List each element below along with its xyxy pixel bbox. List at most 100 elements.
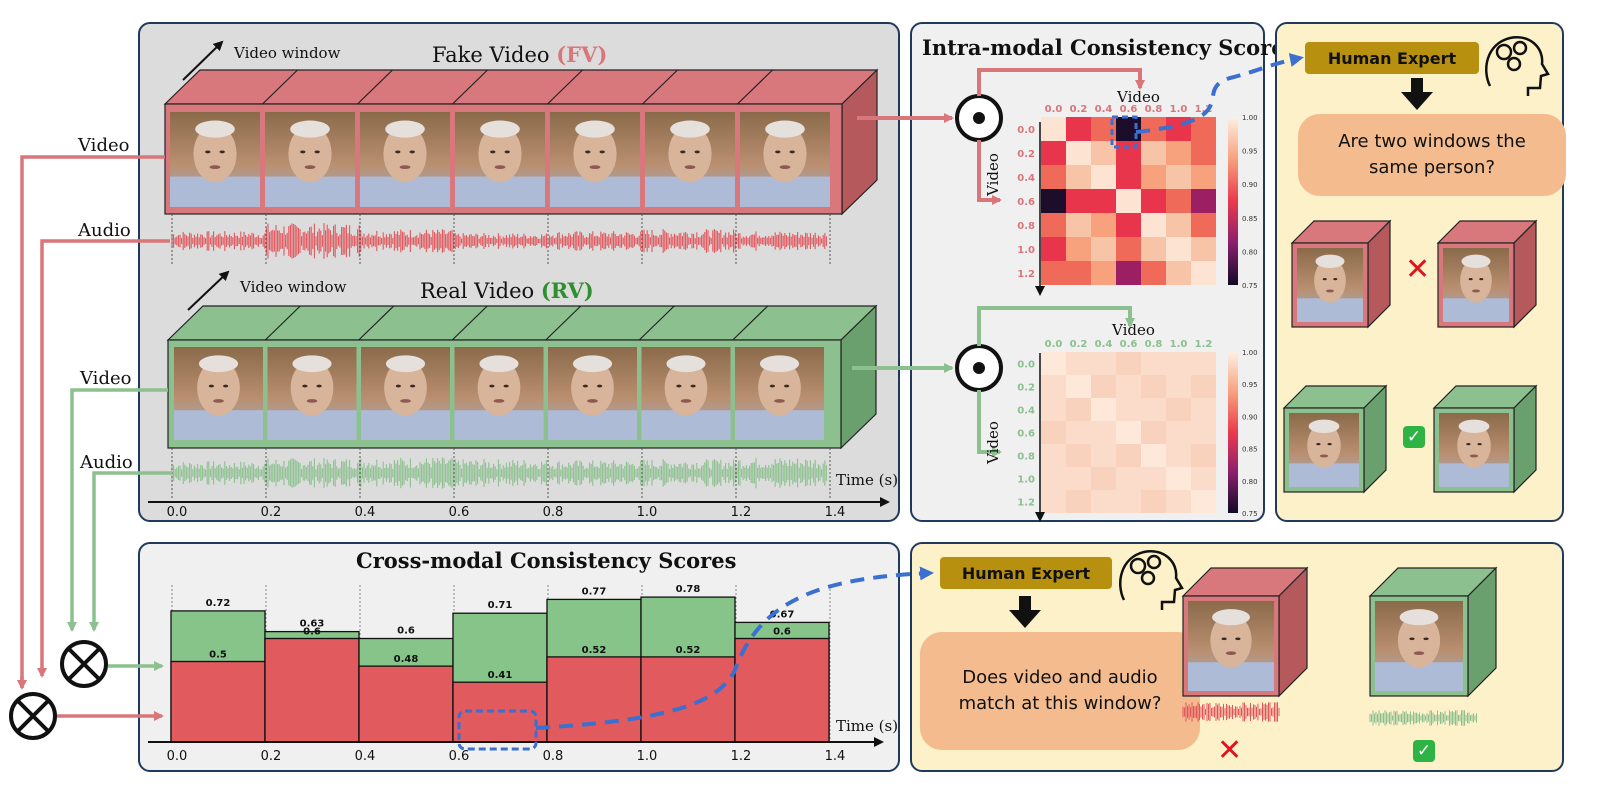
heatmap-x-tick: 1.0 — [1170, 104, 1188, 115]
bar-value-label: 0.48 — [394, 654, 419, 665]
heatmap-y-tick: 0.2 — [1017, 149, 1035, 160]
heatmap-cell — [1041, 490, 1066, 513]
heatmap-x-tick: 1.2 — [1195, 104, 1213, 115]
heatmap-y-tick: 0.6 — [1017, 197, 1035, 208]
real-cube-cross-face — [1375, 601, 1463, 691]
bar-value-label: 0.77 — [582, 586, 607, 597]
bar-value-label: 0.52 — [676, 645, 701, 656]
heatmap-cell — [1091, 375, 1116, 398]
fake-window-arrow — [182, 40, 224, 81]
fake-window-label: Video window — [234, 44, 341, 62]
heatmap-y-tick: 1.0 — [1017, 245, 1035, 256]
cross-product-operator-real — [60, 640, 108, 688]
heatmap-x-tick: 0.6 — [1120, 104, 1138, 115]
heatmap-y-tick: 1.0 — [1017, 475, 1035, 486]
heatmap-cell — [1141, 141, 1166, 165]
fake-cube-right-face — [1443, 248, 1509, 322]
heatmap-colorbar — [1228, 352, 1238, 513]
heatmap-cell — [1091, 444, 1116, 467]
bar-red — [640, 656, 736, 743]
heatmap-cell — [1141, 213, 1166, 237]
bar-red — [358, 665, 454, 743]
heatmap-cell — [1191, 398, 1216, 421]
cross-mismatch-cross-icon: ✕ — [1217, 733, 1243, 768]
heatmap-cell — [1166, 261, 1191, 285]
time-axis-bottom-label: Time (s) — [836, 717, 899, 735]
heatmap-cell — [1066, 352, 1091, 375]
fake-heatmap-y-label: Video — [984, 153, 1002, 196]
heatmap-cell — [1141, 467, 1166, 490]
heatmap-x-tick: 0.6 — [1120, 339, 1138, 350]
real-cube-cross — [1368, 566, 1498, 698]
label-fake-video: Video — [78, 135, 130, 156]
colorbar-tick: 0.75 — [1242, 282, 1258, 290]
bar-red — [170, 660, 266, 743]
heatmap-cell — [1141, 490, 1166, 513]
heatmap-y-tick: 0.2 — [1017, 383, 1035, 394]
bar-red — [546, 656, 642, 743]
heatmap-x-tick: 0.2 — [1070, 104, 1088, 115]
colorbar-tick: 0.95 — [1242, 381, 1258, 389]
real-cube-left-face — [1289, 413, 1359, 487]
bar-value-label: 0.63 — [300, 619, 325, 630]
routing-lines — [17, 155, 172, 721]
real-video-frame — [735, 347, 824, 440]
fake-video-frame — [455, 112, 545, 207]
dot-product-operator-fake — [955, 94, 1003, 142]
cross-to-expert-dash — [535, 566, 934, 730]
fake-video-title: Fake Video (FV) — [432, 42, 608, 67]
heatmap-cell — [1066, 490, 1091, 513]
time-tick-label: 0.0 — [167, 505, 188, 520]
heatmap-cell — [1091, 421, 1116, 444]
fake-video-frame — [550, 112, 640, 207]
time-tick-label: 1.2 — [731, 505, 752, 520]
heatmap-cell — [1066, 141, 1091, 165]
colorbar-tick: 0.95 — [1242, 148, 1258, 156]
real-cube-left — [1282, 384, 1388, 494]
colorbar-tick: 1.00 — [1242, 349, 1258, 357]
heatmap-cell — [1166, 237, 1191, 261]
heatmap-y-tick: 0.4 — [1017, 406, 1035, 417]
heatmap-cell — [1116, 467, 1141, 490]
heatmap-cell — [1166, 490, 1191, 513]
label-fake-audio: Audio — [78, 220, 131, 241]
time-axis-bottom-ticks: 0.0 0.2 0.4 0.6 0.8 1.0 1.2 1.4 — [167, 749, 846, 764]
bar-value-label: 0.6 — [303, 627, 321, 638]
bar-value-label: 0.52 — [582, 645, 607, 656]
time-tick-label: 1.4 — [825, 749, 846, 764]
heatmap-cell — [1191, 165, 1216, 189]
heatmap-cell — [1091, 213, 1116, 237]
bar-value-label: 0.71 — [488, 600, 513, 611]
heatmap-cell — [1066, 375, 1091, 398]
heatmap-cell — [1166, 421, 1191, 444]
colorbar-tick: 0.80 — [1242, 248, 1258, 256]
real-video-frame — [454, 347, 544, 440]
real-window-arrow — [187, 270, 230, 311]
heatmap-y-tick: 1.2 — [1017, 269, 1035, 280]
intra-expert-down-arrow — [1401, 78, 1433, 110]
heatmap-x-tick: 0.0 — [1045, 339, 1063, 350]
real-video-frame — [267, 347, 357, 440]
gear-head-icon — [1485, 36, 1550, 96]
real-heatmap-y-label: Video — [984, 421, 1002, 464]
heatmap-cell — [1091, 165, 1116, 189]
heatmap-x-tick: 0.4 — [1095, 339, 1113, 350]
heatmap-cell — [1116, 237, 1141, 261]
heatmap-cell — [1066, 261, 1091, 285]
heatmap-y-tick: 0.8 — [1017, 452, 1035, 463]
cross-expert-question: Does video and audio match at this windo… — [920, 632, 1200, 750]
fake-heatmap-x-label: Video — [1117, 88, 1160, 106]
heatmap-cell — [1191, 444, 1216, 467]
fake-dot-down-arrow — [977, 140, 1002, 205]
heatmap-cell — [1141, 237, 1166, 261]
cross-expert-down-arrow — [1009, 596, 1041, 628]
time-tick-label: 0.0 — [167, 749, 188, 764]
heatmap-cell — [1091, 261, 1116, 285]
heatmap-x-tick: 1.0 — [1170, 339, 1188, 350]
time-axis-top-ticks: 0.0 0.2 0.4 0.6 0.8 1.0 1.2 1.4 — [167, 505, 846, 520]
real-consistency-heatmap: 0.0 0.0 0.2 0.2 0.4 0.4 0.6 0.6 0.8 0.8 1.0 1.0 1.2 1… — [1017, 339, 1257, 518]
intra-human-expert-badge: Human Expert — [1305, 42, 1479, 74]
cross-product-operator-fake — [9, 692, 57, 740]
heatmap-cell — [1141, 421, 1166, 444]
